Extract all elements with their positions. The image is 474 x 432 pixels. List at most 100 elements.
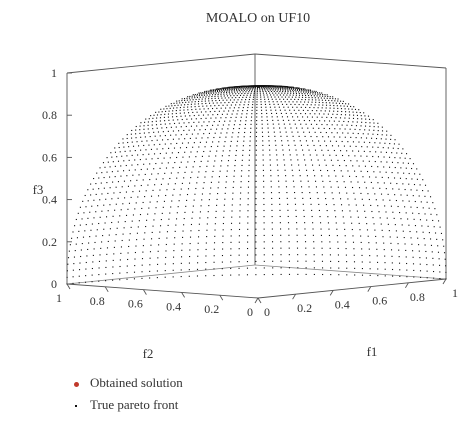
pareto-point	[181, 243, 183, 245]
pareto-point	[323, 113, 325, 115]
pareto-point	[131, 154, 133, 156]
pareto-point	[290, 159, 292, 161]
pareto-point	[254, 89, 256, 91]
pareto-point	[255, 234, 257, 237]
pareto-point	[99, 199, 101, 201]
pareto-point	[297, 87, 299, 90]
pareto-point	[369, 122, 371, 124]
pareto-point	[285, 186, 288, 188]
pareto-point	[143, 125, 145, 127]
pareto-point	[180, 161, 182, 163]
pareto-point	[359, 129, 361, 131]
pareto-point	[176, 156, 178, 159]
pareto-point	[379, 171, 381, 173]
pareto-point	[148, 207, 150, 209]
pareto-point	[211, 94, 214, 96]
pareto-point	[255, 164, 257, 166]
z-tick-label: 0.2	[42, 235, 57, 249]
pareto-point	[66, 276, 68, 278]
pareto-point	[208, 121, 210, 123]
pareto-point	[325, 107, 327, 109]
pareto-point	[103, 176, 105, 179]
pareto-point	[246, 274, 249, 276]
pareto-point	[253, 86, 255, 88]
pareto-point	[211, 100, 213, 102]
pareto-point	[355, 204, 357, 206]
z-tick-label: 0.4	[42, 193, 57, 207]
pareto-point	[352, 165, 354, 167]
pareto-point	[390, 134, 392, 136]
pareto-point	[376, 248, 378, 250]
pareto-point	[143, 238, 145, 240]
pareto-point	[318, 164, 320, 166]
pareto-point	[325, 99, 327, 101]
pareto-point	[359, 229, 361, 231]
pareto-point	[192, 146, 194, 148]
pareto-point	[143, 132, 145, 134]
pareto-point	[267, 89, 269, 91]
pareto-point	[263, 228, 265, 230]
pareto-point	[163, 200, 165, 202]
pareto-point	[216, 128, 218, 130]
pareto-point	[281, 87, 283, 89]
pareto-point	[284, 96, 287, 98]
pareto-point	[230, 88, 232, 90]
pareto-point	[223, 92, 225, 94]
pareto-point	[412, 163, 415, 165]
pareto-point	[290, 98, 292, 100]
pareto-point	[124, 197, 126, 199]
pareto-point	[207, 160, 209, 162]
pareto-point	[204, 176, 206, 178]
pareto-point	[285, 131, 287, 133]
pareto-point	[177, 119, 179, 121]
pareto-point	[439, 278, 441, 280]
pareto-point	[285, 86, 287, 88]
pareto-point	[77, 212, 79, 214]
pareto-point	[356, 210, 358, 212]
pareto-point	[230, 254, 232, 256]
pareto-point	[197, 236, 200, 238]
pareto-point	[289, 86, 292, 88]
pareto-point	[157, 173, 159, 175]
pareto-point	[164, 113, 166, 115]
pareto-point	[286, 94, 288, 96]
pareto-point	[294, 87, 296, 89]
pareto-point	[125, 191, 127, 193]
pareto-point	[141, 277, 143, 279]
pareto-point	[271, 234, 273, 236]
pareto-point	[139, 125, 141, 127]
chart-title: MOALO on UF10	[206, 11, 310, 26]
pareto-point	[69, 244, 71, 246]
pareto-point	[327, 113, 329, 115]
pareto-point	[247, 210, 249, 212]
pareto-point	[296, 241, 298, 243]
pareto-point	[247, 104, 249, 106]
pareto-point	[255, 159, 257, 161]
pareto-point	[314, 92, 316, 94]
pareto-point	[252, 88, 254, 90]
pareto-point	[189, 95, 191, 97]
pareto-point	[405, 167, 407, 169]
pareto-point	[235, 87, 237, 89]
pareto-point	[242, 154, 244, 156]
pareto-point	[280, 101, 282, 103]
pareto-point	[230, 248, 232, 250]
pareto-point	[130, 180, 132, 182]
pareto-point	[412, 263, 415, 265]
pareto-point	[256, 127, 258, 129]
pareto-point	[337, 110, 339, 112]
pareto-point	[217, 97, 220, 99]
pareto-point	[252, 104, 254, 106]
pareto-point	[210, 128, 212, 130]
pareto-point	[321, 99, 323, 101]
pareto-point	[279, 85, 281, 88]
pareto-point	[402, 162, 404, 164]
pareto-point	[195, 187, 197, 190]
pareto-point	[267, 87, 269, 89]
pareto-point	[296, 89, 298, 92]
pareto-point	[407, 162, 409, 164]
pareto-point	[314, 131, 316, 133]
pareto-point	[90, 229, 92, 231]
pareto-point	[251, 91, 253, 93]
pareto-point	[304, 101, 306, 103]
